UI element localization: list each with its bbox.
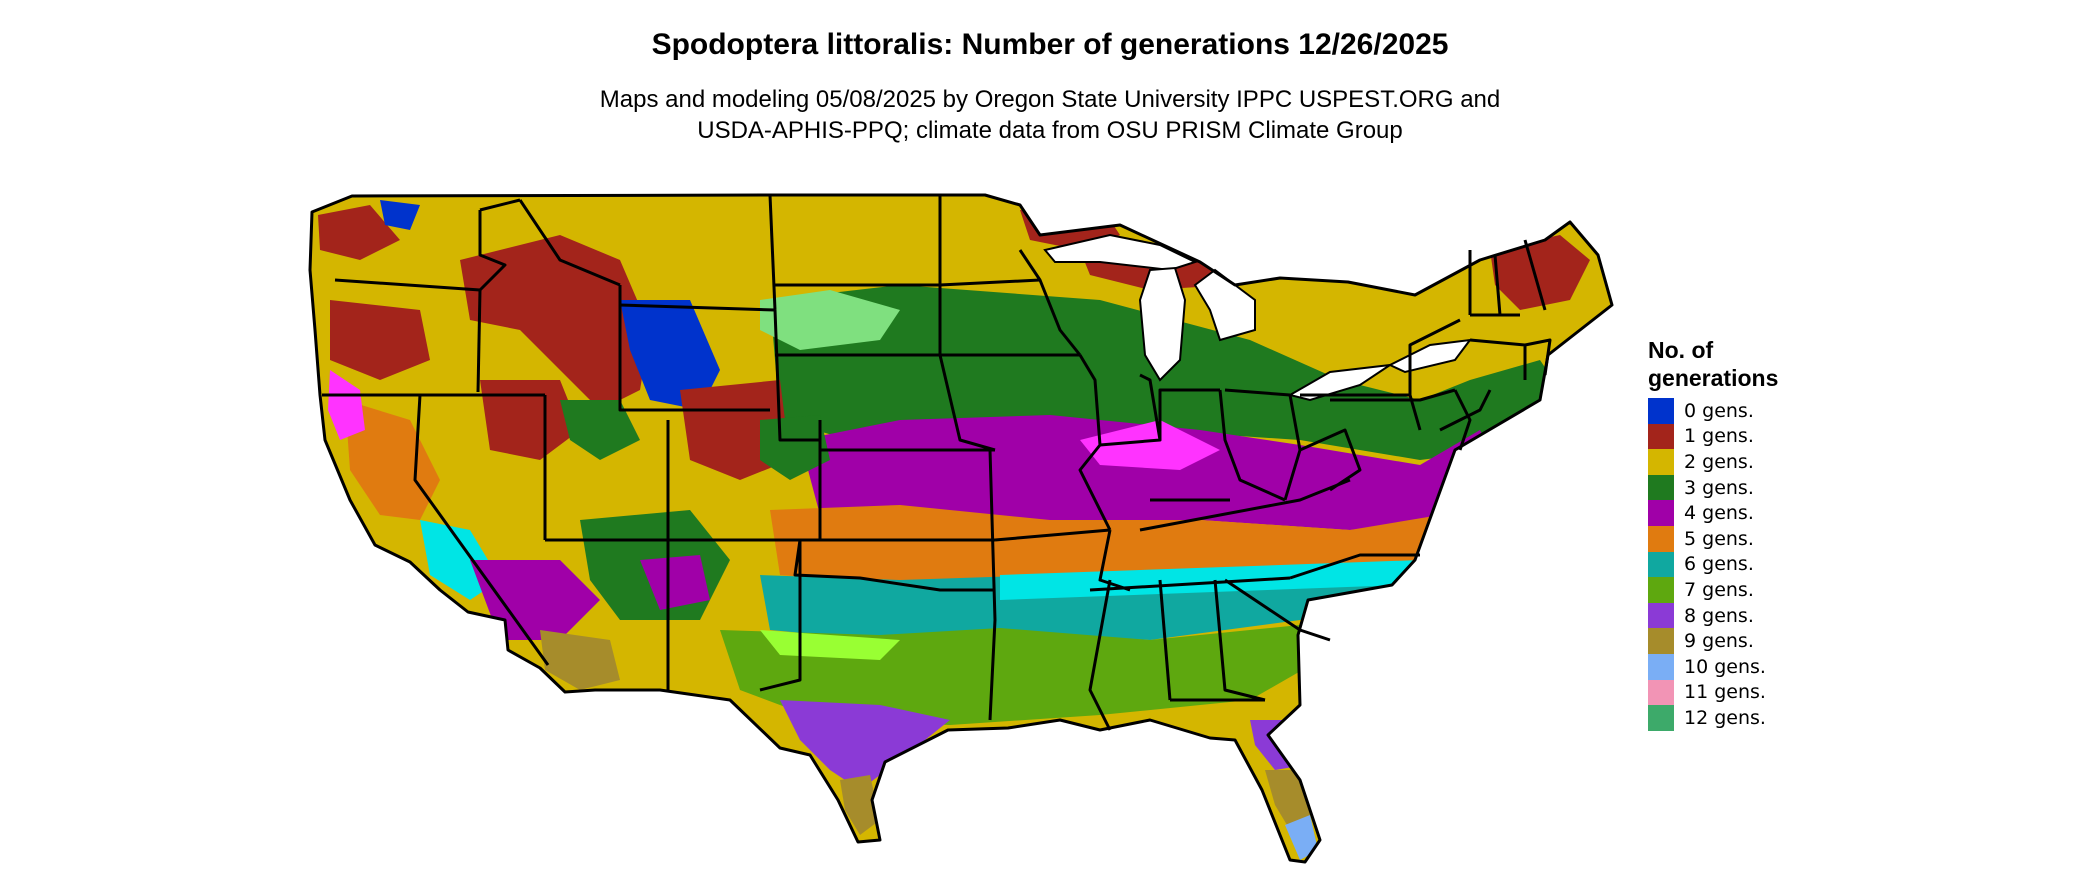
- legend-swatch: [1648, 449, 1674, 475]
- legend-swatch: [1648, 500, 1674, 526]
- legend-label: 12 gens.: [1684, 706, 1766, 729]
- legend-item: 0 gens.: [1648, 398, 1778, 424]
- subtitle-line-2: USDA-APHIS-PPQ; climate data from OSU PR…: [697, 117, 1403, 144]
- legend-swatch: [1648, 679, 1674, 706]
- legend-label: 11 gens.: [1684, 681, 1766, 704]
- legend-label: 10 gens.: [1684, 655, 1766, 678]
- legend-item: 10 gens.: [1648, 653, 1778, 680]
- legend-swatch: [1648, 705, 1674, 731]
- legend-title-line-2: generations: [1648, 365, 1779, 391]
- legend-swatch: [1648, 577, 1674, 603]
- legend-label: 7 gens.: [1684, 578, 1754, 601]
- map-subtitle: Maps and modeling 05/08/2025 by Oregon S…: [0, 84, 2100, 146]
- legend-items: 0 gens. 1 gens. 2 gens. 3 gens. 4 gens. 5 gen…: [1648, 398, 1778, 731]
- legend-item: 12 gens.: [1648, 705, 1778, 731]
- legend-label: 1 gens.: [1684, 425, 1754, 448]
- subtitle-line-1: Maps and modeling 05/08/2025 by Oregon S…: [599, 86, 1501, 113]
- legend-item: 11 gens.: [1648, 679, 1778, 706]
- legend-item: 4 gens.: [1648, 500, 1778, 526]
- legend-item: 3 gens.: [1648, 474, 1778, 501]
- map-title: Spodoptera littoralis: Number of generat…: [651, 28, 1449, 61]
- legend-label: 5 gens.: [1684, 527, 1754, 550]
- legend-swatch: [1648, 474, 1674, 501]
- legend-title: No. of generations: [1648, 336, 1778, 392]
- legend-label: 6 gens.: [1684, 553, 1754, 576]
- legend-item: 6 gens.: [1648, 551, 1778, 578]
- legend-item: 7 gens.: [1648, 577, 1778, 603]
- legend-label: 2 gens.: [1684, 450, 1754, 473]
- legend-swatch: [1648, 525, 1674, 552]
- legend-label: 9 gens.: [1684, 630, 1754, 653]
- legend-swatch: [1648, 423, 1674, 450]
- legend-swatch: [1648, 628, 1674, 654]
- legend-label: 4 gens.: [1684, 502, 1754, 525]
- legend-item: 5 gens.: [1648, 525, 1778, 552]
- legend-title-line-1: No. of: [1648, 337, 1714, 363]
- legend-label: 8 gens.: [1684, 604, 1754, 627]
- legend-label: 0 gens.: [1684, 399, 1754, 422]
- legend-swatch: [1648, 653, 1674, 680]
- state-borders: [308, 193, 1614, 864]
- legend-swatch: [1648, 602, 1674, 629]
- legend: No. of generations 0 gens. 1 gens. 2 gens.…: [1648, 336, 1778, 731]
- legend-item: 8 gens.: [1648, 602, 1778, 629]
- legend-item: 1 gens.: [1648, 423, 1778, 450]
- legend-item: 2 gens.: [1648, 449, 1778, 475]
- legend-label: 3 gens.: [1684, 476, 1754, 499]
- legend-swatch: [1648, 398, 1674, 424]
- legend-item: 9 gens.: [1648, 628, 1778, 654]
- legend-swatch: [1648, 551, 1674, 578]
